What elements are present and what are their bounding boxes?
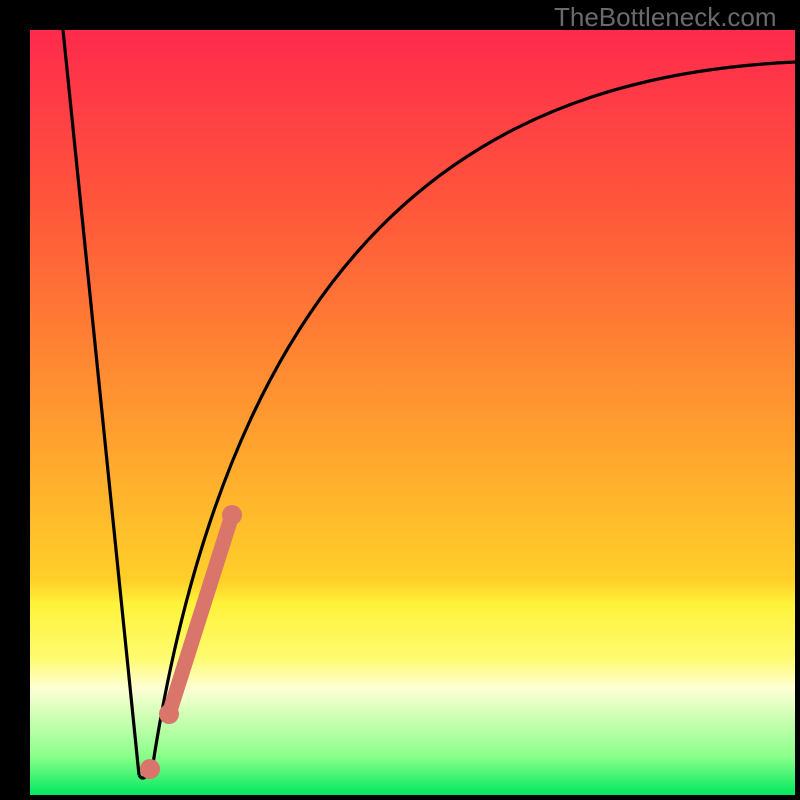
curve-overlay xyxy=(0,0,800,800)
highlight-cap-bottom xyxy=(159,704,179,724)
watermark-text: TheBottleneck.com xyxy=(554,2,777,33)
curve-left-descent xyxy=(63,30,139,775)
bottleneck-chart: TheBottleneck.com xyxy=(0,0,800,800)
highlight-cap-top xyxy=(222,505,242,525)
bottleneck-curve xyxy=(63,30,795,778)
highlight-bar xyxy=(169,515,232,714)
highlight-segment xyxy=(140,505,242,779)
highlight-valley-dot xyxy=(140,759,160,779)
curve-right-rise xyxy=(152,62,795,770)
